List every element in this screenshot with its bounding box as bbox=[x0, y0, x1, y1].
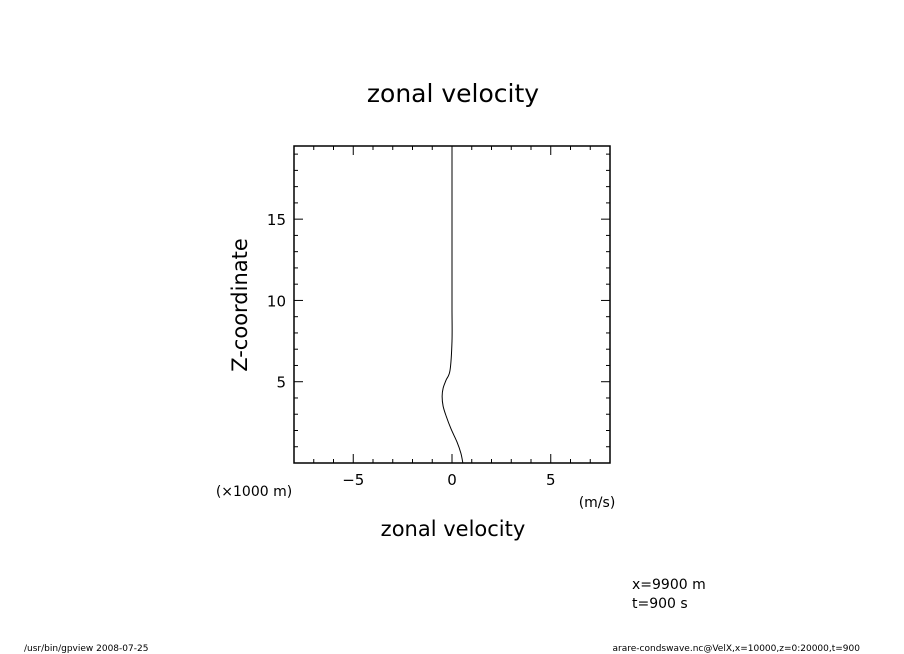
x-axis-label: zonal velocity bbox=[381, 517, 526, 541]
tick-labels: −5 0 5 5 10 15 bbox=[267, 211, 556, 489]
x-tick-label: −5 bbox=[342, 471, 364, 489]
annotation-x-position: x=9900 m bbox=[632, 577, 706, 593]
y-tick-label: 15 bbox=[267, 211, 286, 229]
x-tick-label: 5 bbox=[546, 471, 556, 489]
chart-title: zonal velocity bbox=[367, 79, 539, 108]
x-axis-unit: (m/s) bbox=[579, 495, 616, 511]
y-tick-label: 5 bbox=[276, 374, 286, 392]
y-axis-unit: (×1000 m) bbox=[216, 484, 292, 500]
footer-right: arare-condswave.nc@VelX,x=10000,z=0:2000… bbox=[613, 644, 861, 654]
x-tick-label: 0 bbox=[447, 471, 457, 489]
y-axis-label: Z-coordinate bbox=[228, 238, 252, 372]
y-tick-label: 10 bbox=[267, 292, 286, 310]
annotation-time: t=900 s bbox=[632, 596, 688, 612]
plot-frame bbox=[293, 145, 611, 464]
series-line bbox=[441, 146, 464, 464]
footer-left: /usr/bin/gpview 2008-07-25 bbox=[24, 644, 148, 654]
